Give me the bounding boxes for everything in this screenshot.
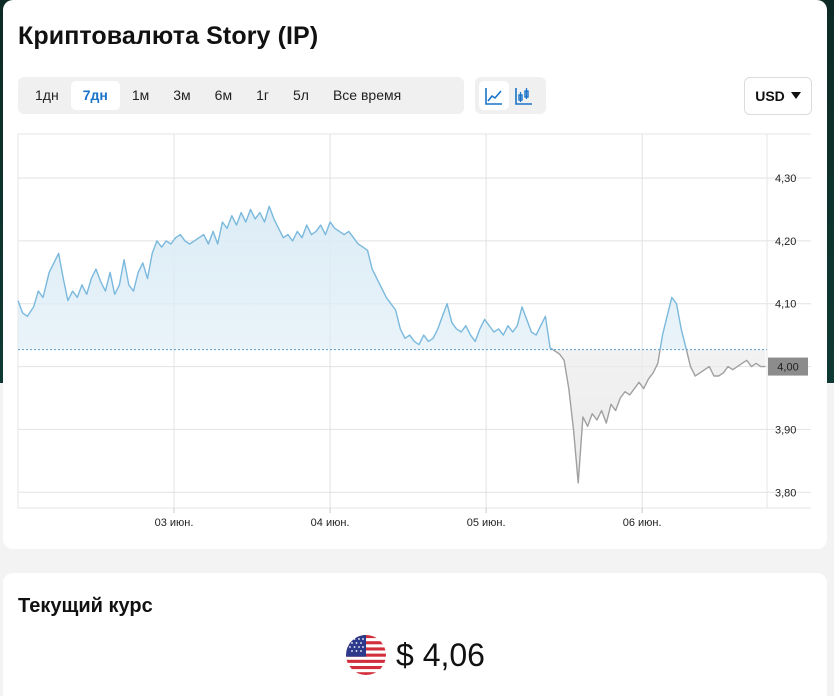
- period-button[interactable]: Все время: [332, 87, 402, 103]
- period-button[interactable]: 3м: [173, 87, 191, 103]
- price-line-below: [551, 349, 766, 484]
- currency-dropdown[interactable]: USD: [744, 77, 812, 115]
- y-tick-label: 3,80: [775, 487, 796, 499]
- period-button[interactable]: 1м: [131, 87, 150, 103]
- line-chart-icon[interactable]: [479, 81, 509, 110]
- area-below-baseline: [552, 349, 766, 483]
- y-tick-label: 4,10: [775, 299, 796, 311]
- y-tick-label: 4,20: [775, 236, 796, 248]
- caret-down-icon: [790, 92, 801, 99]
- current-rate-row: $ 4,06: [346, 635, 485, 675]
- rate-number: 4,06: [422, 636, 485, 673]
- current-rate-title: Текущий курс: [18, 595, 153, 617]
- chart-type-selector: [475, 77, 546, 114]
- price-line-above: [17, 205, 688, 350]
- period-button[interactable]: 6м: [214, 87, 233, 103]
- period-selector: 1дн 7дн 1м 3м 6м 1г 5л Все время: [18, 77, 464, 114]
- x-tick-label: 03 июн.: [155, 517, 194, 529]
- currency-label: USD: [755, 88, 785, 104]
- price-chart[interactable]: 4,30 4,20 4,10 4,00 3,90 3,80 03 июн. 04 июн. 05…: [3, 0, 827, 549]
- x-tick-label: 05 июн.: [467, 517, 506, 529]
- currency-symbol: $: [396, 636, 414, 673]
- period-button[interactable]: 7дн: [70, 81, 120, 110]
- area-above-baseline: [18, 206, 766, 350]
- period-button[interactable]: 1г: [256, 87, 269, 103]
- chart-card: Криптовалюта Story (IP) 1дн 7дн 1м 3м 6м 1г 5л…: [3, 0, 827, 549]
- current-price-label: 4,00: [777, 362, 798, 374]
- current-rate-card: Текущий курс: [3, 573, 827, 696]
- y-tick-label: 3,90: [775, 424, 796, 436]
- current-rate-value: $ 4,06: [396, 637, 485, 674]
- period-button[interactable]: 1дн: [35, 87, 59, 103]
- x-tick-label: 06 июн.: [623, 517, 662, 529]
- us-flag-icon: [346, 635, 386, 675]
- x-tick-label: 04 июн.: [311, 517, 350, 529]
- page-title: Криптовалюта Story (IP): [18, 22, 319, 50]
- current-price-marker: [768, 357, 808, 376]
- candlestick-chart-icon[interactable]: [509, 81, 539, 110]
- y-tick-label: 4,30: [775, 173, 796, 185]
- period-button[interactable]: 5л: [293, 87, 309, 103]
